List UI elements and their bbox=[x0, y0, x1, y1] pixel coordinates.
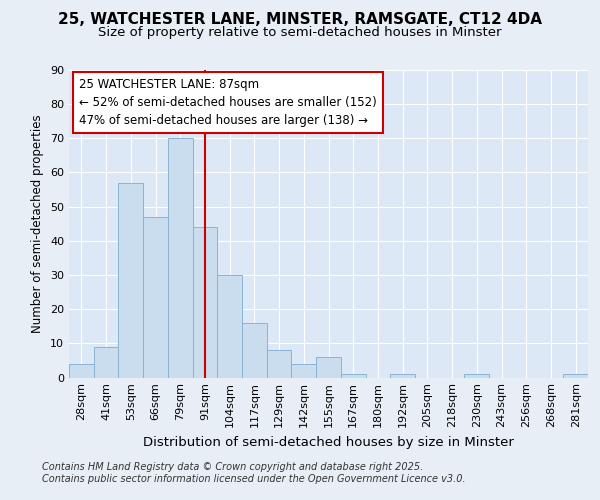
X-axis label: Distribution of semi-detached houses by size in Minster: Distribution of semi-detached houses by … bbox=[143, 436, 514, 448]
Bar bbox=[267, 350, 292, 378]
Bar bbox=[316, 357, 341, 378]
Bar bbox=[94, 347, 118, 378]
Bar bbox=[563, 374, 588, 378]
Text: Contains HM Land Registry data © Crown copyright and database right 2025.
Contai: Contains HM Land Registry data © Crown c… bbox=[42, 462, 466, 484]
Bar bbox=[118, 182, 143, 378]
Bar bbox=[341, 374, 365, 378]
Text: 25 WATCHESTER LANE: 87sqm
← 52% of semi-detached houses are smaller (152)
47% of: 25 WATCHESTER LANE: 87sqm ← 52% of semi-… bbox=[79, 78, 377, 126]
Bar bbox=[193, 227, 217, 378]
Bar bbox=[217, 275, 242, 378]
Text: 25, WATCHESTER LANE, MINSTER, RAMSGATE, CT12 4DA: 25, WATCHESTER LANE, MINSTER, RAMSGATE, … bbox=[58, 12, 542, 28]
Bar bbox=[242, 323, 267, 378]
Bar bbox=[168, 138, 193, 378]
Bar bbox=[464, 374, 489, 378]
Text: Size of property relative to semi-detached houses in Minster: Size of property relative to semi-detach… bbox=[98, 26, 502, 39]
Bar bbox=[69, 364, 94, 378]
Bar bbox=[390, 374, 415, 378]
Bar bbox=[143, 217, 168, 378]
Y-axis label: Number of semi-detached properties: Number of semi-detached properties bbox=[31, 114, 44, 333]
Bar bbox=[292, 364, 316, 378]
